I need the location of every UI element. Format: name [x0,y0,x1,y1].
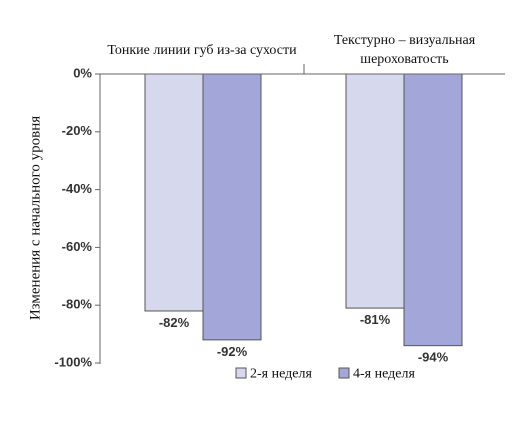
category-label: Тонкие линии губ из-за сухости [107,43,297,58]
legend-label: 4-я неделя [353,367,415,382]
legend: 2-я неделя 4-я неделя [235,367,415,382]
bar [202,73,262,341]
bar-value-label: -81% [360,312,391,327]
value-labels: -82% -81% -92% -94% [159,312,449,365]
legend-swatch [338,367,350,379]
category-label: Текстурно – визуальная [334,33,476,48]
y-tick-label: 0% [73,65,92,80]
y-tick-label: -20% [62,123,93,138]
category-labels: Тонкие линии губ из-за сухости Текстурно … [107,33,475,67]
category-label: шероховатость [360,52,448,67]
bar-value-label: -82% [159,315,190,330]
y-tick-label: -100% [54,354,92,369]
bar-value-label: -92% [217,344,248,359]
bar [144,73,204,312]
bars-layer [144,73,463,347]
legend-swatch [235,367,247,379]
y-tick-label: -60% [62,239,93,254]
bar [345,73,405,309]
y-tick-label: -40% [62,181,93,196]
bar [403,73,463,347]
y-axis-title: Изменения с начального уровня [27,116,43,320]
axis-layer: 0% -20% -40% -60% -80% -100% [54,64,505,369]
y-tick-label: -80% [62,297,93,312]
bar-value-label: -94% [418,350,449,365]
legend-label: 2-я неделя [250,367,312,382]
